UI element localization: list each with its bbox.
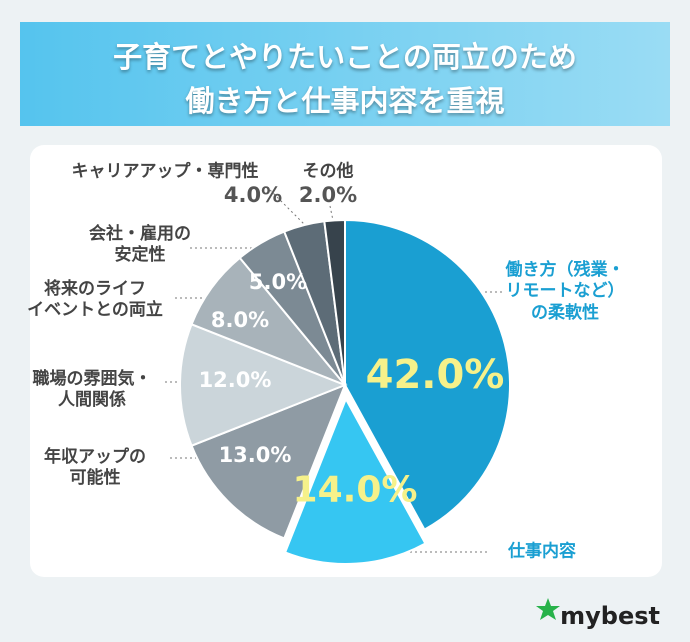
value-label: 42.0% (365, 352, 505, 398)
value-label: 13.0% (218, 442, 292, 467)
category-label: 会社・雇用の 安定性 (89, 223, 191, 265)
category-label: 将来のライフ イベントとの両立 (27, 278, 163, 320)
pie-slice (190, 383, 347, 540)
category-label: 働き方（残業・ リモートなど） の柔軟性 (505, 260, 625, 323)
category-label: その他 (302, 161, 354, 182)
value-label: 8.0% (210, 307, 270, 332)
title-line: 働き方と仕事内容を重視 (185, 84, 505, 118)
value-label: 12.0% (198, 367, 272, 392)
value-label: 4.0% (223, 182, 283, 207)
pie-slice (179, 322, 348, 448)
category-label: 年収アップの 可能性 (44, 446, 146, 488)
brand: mybest (560, 602, 660, 630)
category-label: キャリアアップ・専門性 (71, 161, 259, 182)
value-label: 5.0% (248, 269, 308, 294)
value-label: 2.0% (298, 182, 358, 207)
title-line: 子育てとやりたいことの両立のため (113, 40, 577, 74)
category-label: 仕事内容 (508, 541, 576, 562)
category-label: 職場の雰囲気・ 人間関係 (32, 368, 152, 410)
value-label: 14.0% (292, 469, 418, 511)
brand-star (536, 598, 560, 620)
pie-slice (323, 218, 346, 386)
pie (179, 218, 511, 565)
title-banner: 子育てとやりたいことの両立のため 働き方と仕事内容を重視 (20, 22, 670, 126)
pie-slice (344, 218, 511, 531)
pie-slice (283, 396, 427, 565)
